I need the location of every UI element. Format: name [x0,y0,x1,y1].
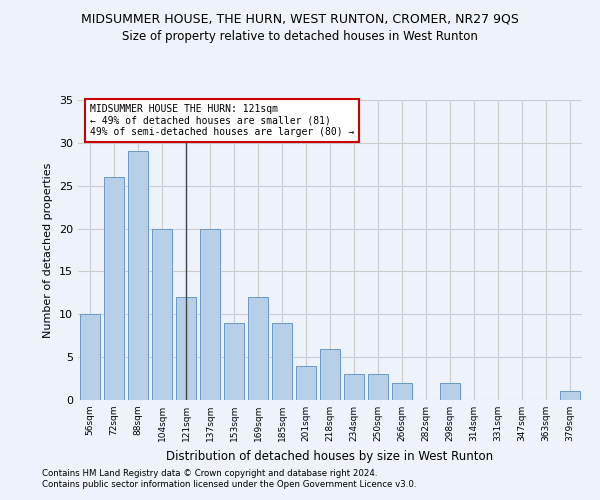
Text: Contains public sector information licensed under the Open Government Licence v3: Contains public sector information licen… [42,480,416,489]
Bar [80,314,100,400]
Bar [368,374,388,400]
Bar [560,392,580,400]
X-axis label: Distribution of detached houses by size in West Runton: Distribution of detached houses by size … [166,450,494,462]
Text: MIDSUMMER HOUSE, THE HURN, WEST RUNTON, CROMER, NR27 9QS: MIDSUMMER HOUSE, THE HURN, WEST RUNTON, … [81,12,519,26]
Bar [224,323,244,400]
Text: MIDSUMMER HOUSE THE HURN: 121sqm
← 49% of detached houses are smaller (81)
49% o: MIDSUMMER HOUSE THE HURN: 121sqm ← 49% o… [90,104,355,138]
Bar [440,383,460,400]
Text: Contains HM Land Registry data © Crown copyright and database right 2024.: Contains HM Land Registry data © Crown c… [42,468,377,477]
Bar [320,348,340,400]
Bar [344,374,364,400]
Bar [104,177,124,400]
Bar [128,152,148,400]
Bar [296,366,316,400]
Y-axis label: Number of detached properties: Number of detached properties [43,162,53,338]
Text: Size of property relative to detached houses in West Runton: Size of property relative to detached ho… [122,30,478,43]
Bar [272,323,292,400]
Bar [176,297,196,400]
Bar [152,228,172,400]
Bar [248,297,268,400]
Bar [392,383,412,400]
Bar [200,228,220,400]
